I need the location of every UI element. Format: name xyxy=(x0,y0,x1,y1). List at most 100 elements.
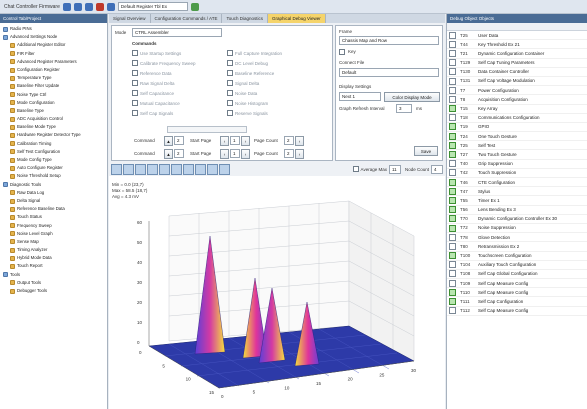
object-checkbox[interactable] xyxy=(449,307,456,315)
object-checkbox[interactable] xyxy=(449,86,456,94)
command-checkbox[interactable] xyxy=(132,110,138,116)
command-checkbox-row[interactable]: Noise Data xyxy=(227,88,327,98)
object-row[interactable]: T21 Dynamic Configuration Container xyxy=(447,49,587,59)
object-checkbox[interactable] xyxy=(449,298,456,306)
save-button[interactable]: Save xyxy=(414,146,438,156)
refresh-input[interactable]: 3 xyxy=(396,104,412,113)
stop-icon[interactable] xyxy=(95,2,104,11)
object-row[interactable]: T80 Retransmission Ex 2 xyxy=(447,242,587,252)
page-count-value-1[interactable]: 2 xyxy=(284,136,294,145)
object-row[interactable]: T47 Stylus xyxy=(447,187,587,197)
command-checkbox[interactable] xyxy=(132,90,138,96)
object-row[interactable]: T19 GPIO xyxy=(447,123,587,133)
command-value-2[interactable]: 2 xyxy=(174,149,184,158)
command-checkbox[interactable] xyxy=(132,60,138,66)
average-checkbox[interactable] xyxy=(352,166,359,172)
tree-item[interactable]: Baseline Type xyxy=(0,107,107,115)
object-checkbox[interactable] xyxy=(449,288,456,296)
object-checkbox[interactable] xyxy=(449,77,456,85)
object-row[interactable]: T40 Grip Suppression xyxy=(447,160,587,169)
tree-item[interactable]: Reference Baseline Data xyxy=(0,205,107,213)
object-row[interactable]: T55 Timer Ex 1 xyxy=(447,196,587,206)
object-checkbox[interactable] xyxy=(449,160,456,168)
object-row[interactable]: T7 Power Configuration xyxy=(447,86,587,96)
node-input[interactable]: 4 xyxy=(431,164,443,174)
rotate-icon[interactable] xyxy=(135,163,146,175)
start-page-value-1[interactable]: 1 xyxy=(230,136,240,145)
tree-item[interactable]: FIR Filter xyxy=(0,50,107,58)
tree-item[interactable]: Touch Report xyxy=(0,262,107,270)
command-checkbox[interactable] xyxy=(132,70,138,76)
command-checkbox[interactable] xyxy=(227,110,233,116)
command-checkbox-row[interactable]: Self Cap Signals xyxy=(132,108,227,118)
object-checkbox[interactable] xyxy=(449,261,456,269)
start-page-up-1[interactable]: › xyxy=(241,136,250,146)
copy-icon[interactable] xyxy=(195,163,206,175)
zoom-out-icon[interactable] xyxy=(123,163,134,175)
tree-group[interactable]: Tools xyxy=(0,271,107,279)
filter-combo[interactable]: Default Register Tbl Ex xyxy=(117,2,188,11)
tree-item[interactable]: Baseline Mode Type xyxy=(0,123,107,131)
command-checkbox-row[interactable]: Calibrate Frequency Sweep xyxy=(132,58,227,68)
average-input[interactable]: 11 xyxy=(388,164,401,174)
object-row[interactable]: T56 Lens Bending Ex 3 xyxy=(447,206,587,215)
start-page-down-2[interactable]: ‹ xyxy=(220,149,229,159)
object-row[interactable]: T27 Two Touch Gesture xyxy=(447,150,587,160)
object-checkbox[interactable] xyxy=(449,224,456,232)
object-row[interactable]: T25 Self Test xyxy=(447,141,587,151)
command-checkbox[interactable] xyxy=(132,80,138,86)
command-checkbox-row[interactable]: Reference Data xyxy=(132,68,227,78)
tree-item[interactable]: Baseline Filter Update xyxy=(0,82,107,90)
command-up-2[interactable]: ▲ xyxy=(164,149,173,159)
pan-icon[interactable] xyxy=(147,163,158,175)
object-row[interactable]: T131 Self Cap Voltage Modulation xyxy=(447,77,587,87)
object-row[interactable]: T109 Self Cap Measure Config xyxy=(447,279,587,289)
tab-3[interactable]: Graphical Debug Viewer xyxy=(268,14,326,23)
tree-item[interactable]: Debugger Tools xyxy=(0,287,107,295)
object-row[interactable]: T24 One Touch Gesture xyxy=(447,132,587,142)
object-row[interactable]: T70 Dynamic Configuration Controller Ex 3… xyxy=(447,215,587,224)
tree-item[interactable]: Raw Data Log xyxy=(0,189,107,197)
surface-icon[interactable] xyxy=(171,163,182,175)
refresh-icon[interactable] xyxy=(84,2,93,11)
tree-item[interactable]: Hybrid Mode Data xyxy=(0,254,107,262)
object-row[interactable]: T104 Auxiliary Touch Configuration xyxy=(447,261,587,270)
command-checkbox[interactable] xyxy=(227,70,233,76)
tab-0[interactable]: Signal Overview xyxy=(109,14,151,23)
print-icon[interactable] xyxy=(207,163,218,175)
page-count-value-2[interactable]: 2 xyxy=(284,149,294,158)
tree-item[interactable]: Additional Register Editor xyxy=(0,41,107,49)
save-icon[interactable] xyxy=(73,2,82,11)
tree-group[interactable]: Radio PINs xyxy=(0,25,107,33)
page-count-down-2[interactable]: ‹ xyxy=(295,149,304,159)
object-checkbox[interactable] xyxy=(449,68,456,76)
tree-group[interactable]: Advanced Settings Node xyxy=(0,33,107,41)
command-checkbox-row[interactable]: Mutual Capacitance xyxy=(132,98,227,108)
object-checkbox[interactable] xyxy=(449,196,456,204)
object-checkbox[interactable] xyxy=(449,187,456,195)
tab-1[interactable]: Configuration Commands / ATE xyxy=(150,14,223,23)
tree-item[interactable]: Mode Configuration xyxy=(0,99,107,107)
object-checkbox[interactable] xyxy=(449,123,456,131)
object-row[interactable]: T110 Self Cap Measure Config xyxy=(447,288,587,298)
settings-icon[interactable] xyxy=(106,2,115,11)
grid-icon[interactable] xyxy=(159,163,170,175)
tree-item[interactable]: Touch Status xyxy=(0,213,107,221)
command-checkbox[interactable] xyxy=(132,100,138,106)
command-checkbox[interactable] xyxy=(227,90,233,96)
object-checkbox[interactable] xyxy=(449,169,456,177)
object-row[interactable]: T42 Touch Suppression xyxy=(447,169,587,178)
object-row[interactable]: T46 CTE Configuration xyxy=(447,178,587,188)
command-checkbox[interactable] xyxy=(227,60,233,66)
command-checkbox-row[interactable]: Noise Histogram xyxy=(227,98,327,108)
object-row[interactable]: T129 Self Cap Tuning Parameters xyxy=(447,59,587,68)
tree-item[interactable]: Timing Analyzer xyxy=(0,246,107,254)
command-value-1[interactable]: 2 xyxy=(174,136,184,145)
object-checkbox[interactable] xyxy=(449,105,456,113)
object-checkbox[interactable] xyxy=(449,49,456,57)
object-checkbox[interactable] xyxy=(449,141,456,149)
object-checkbox[interactable] xyxy=(449,206,456,214)
tree-item[interactable]: Output Tools xyxy=(0,279,107,287)
frame-combo[interactable]: Chassis Map and Row xyxy=(339,36,439,45)
tab-2[interactable]: Touch Diagnostics xyxy=(222,14,268,23)
